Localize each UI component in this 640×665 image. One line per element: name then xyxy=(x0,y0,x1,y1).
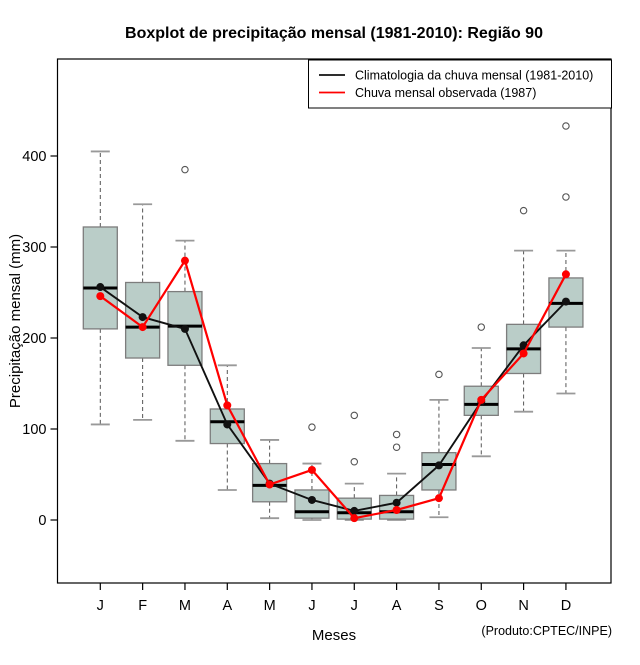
legend: Climatologia da chuva mensal (1981-2010)… xyxy=(308,59,612,109)
x-tick-label-oct: O xyxy=(476,598,487,614)
climatology-point-mar xyxy=(180,324,189,333)
outlier-point xyxy=(350,458,359,466)
y-tick-label: 400 xyxy=(22,149,46,165)
y-tick-label: 100 xyxy=(22,422,46,438)
y-tick-label: 200 xyxy=(22,331,46,347)
x-tick-label-nov: N xyxy=(518,598,528,614)
observed-point-jul xyxy=(350,514,359,523)
outlier-point xyxy=(477,323,486,331)
x-tick-label-jun: J xyxy=(308,598,315,614)
boxplot-nov xyxy=(505,206,542,413)
iqr-box xyxy=(82,226,118,330)
outlier-point xyxy=(562,122,570,130)
observed-point-jun xyxy=(307,465,316,474)
climatology-point-apr xyxy=(223,420,232,429)
outlier-point xyxy=(392,430,401,439)
climatology-point-jan xyxy=(96,283,105,292)
legend-label-climatology: Climatologia da chuva mensal (1981-2010) xyxy=(355,69,593,83)
observed-point-jan xyxy=(96,292,105,301)
outlier-point xyxy=(181,165,189,174)
climatology-point-jun xyxy=(307,495,316,504)
x-tick-label-jul: J xyxy=(351,598,358,614)
boxplot-feb xyxy=(124,203,161,421)
boxplot-may xyxy=(251,439,288,520)
observed-point-may xyxy=(265,480,274,489)
x-tick-label-sep: S xyxy=(434,598,444,614)
climatology-point-feb xyxy=(138,313,147,322)
climatology-point-aug xyxy=(392,498,401,507)
series-lines xyxy=(96,256,570,523)
y-tick-label: 0 xyxy=(38,513,46,529)
plot-border xyxy=(56,58,612,584)
observed-point-mar xyxy=(180,256,189,265)
climatology-point-nov xyxy=(519,341,528,350)
axes: 0 100 200 300 400 J F M A M J J A S O N D xyxy=(22,149,571,614)
x-tick-label-jan: J xyxy=(97,598,104,614)
y-axis-title: Precipitação mensal (mm) xyxy=(7,234,24,408)
footnote: (Produto:CPTEC/INPE) xyxy=(481,624,612,638)
x-tick-label-may: M xyxy=(264,598,276,614)
iqr-box xyxy=(294,489,330,519)
observed-point-nov xyxy=(519,349,528,358)
outlier-point xyxy=(435,370,443,379)
outlier-point xyxy=(519,206,528,215)
climatology-point-jul xyxy=(350,506,359,515)
x-axis-title: Meses xyxy=(312,627,356,644)
legend-box xyxy=(308,59,612,109)
x-tick-label-feb: F xyxy=(138,598,147,614)
boxplots xyxy=(82,122,584,521)
observed-point-feb xyxy=(138,323,147,332)
observed-point-sep xyxy=(434,494,443,503)
outlier-point xyxy=(562,193,570,201)
x-tick-label-apr: A xyxy=(222,598,232,614)
boxplot-oct xyxy=(463,323,499,458)
x-tick-label-mar: M xyxy=(179,598,191,614)
chart-title: Boxplot de precipitação mensal (1981-201… xyxy=(125,25,543,42)
climatology-point-sep xyxy=(434,461,443,470)
x-tick-label-aug: A xyxy=(392,598,402,614)
outlier-point xyxy=(308,423,316,431)
series-observed xyxy=(96,256,570,523)
observed-point-aug xyxy=(392,505,401,514)
outlier-point xyxy=(392,443,401,451)
x-tick-label-dec: D xyxy=(561,598,571,614)
observed-line xyxy=(99,258,567,520)
y-tick-label: 300 xyxy=(22,240,46,256)
outlier-point xyxy=(350,411,359,420)
boxplot-dec xyxy=(548,122,584,395)
observed-point-apr xyxy=(223,401,232,410)
climatology-point-dec xyxy=(561,297,570,306)
legend-label-observed: Chuva mensal observada (1987) xyxy=(355,86,536,100)
observed-point-dec xyxy=(561,270,570,279)
boxplot-jun xyxy=(294,423,330,521)
observed-point-oct xyxy=(477,395,486,404)
